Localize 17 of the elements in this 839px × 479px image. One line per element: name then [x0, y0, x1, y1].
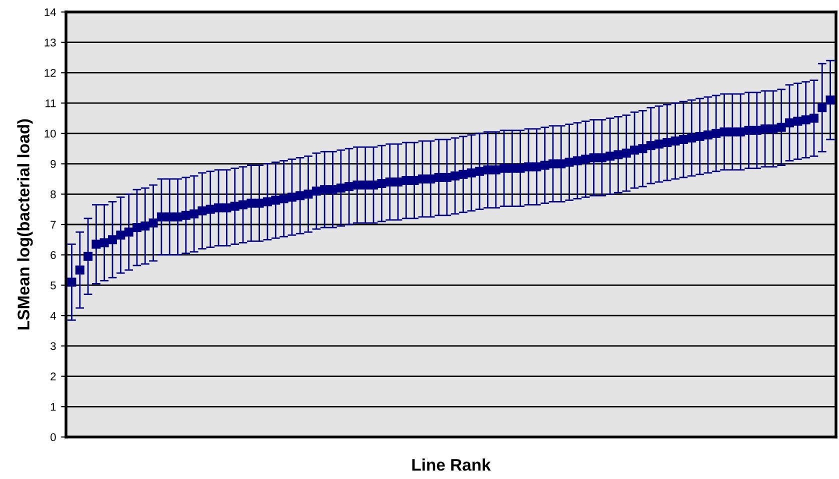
y-tick-label: 1 [50, 403, 56, 411]
x-axis-title: Line Rank [412, 458, 491, 471]
y-tick-label: 12 [44, 68, 56, 77]
y-tick-label: 13 [44, 38, 56, 46]
y-tick-label: 9 [50, 160, 56, 168]
y-tick-label: 14 [44, 8, 56, 16]
y-tick-label: 2 [50, 372, 56, 380]
y-tick-label: 6 [50, 251, 56, 259]
y-tick-label: 4 [50, 312, 56, 320]
y-tick-label: 8 [50, 190, 56, 198]
y-tick-label: 10 [44, 130, 56, 138]
y-tick-label: 0 [50, 433, 56, 442]
y-axis-title: LSMean log(bacterial load) [17, 119, 33, 330]
y-tick-label: 11 [46, 99, 56, 108]
y-tick-label: 5 [50, 282, 56, 290]
y-tick-label: 7 [50, 220, 56, 229]
y-tick-label: 3 [50, 342, 56, 350]
